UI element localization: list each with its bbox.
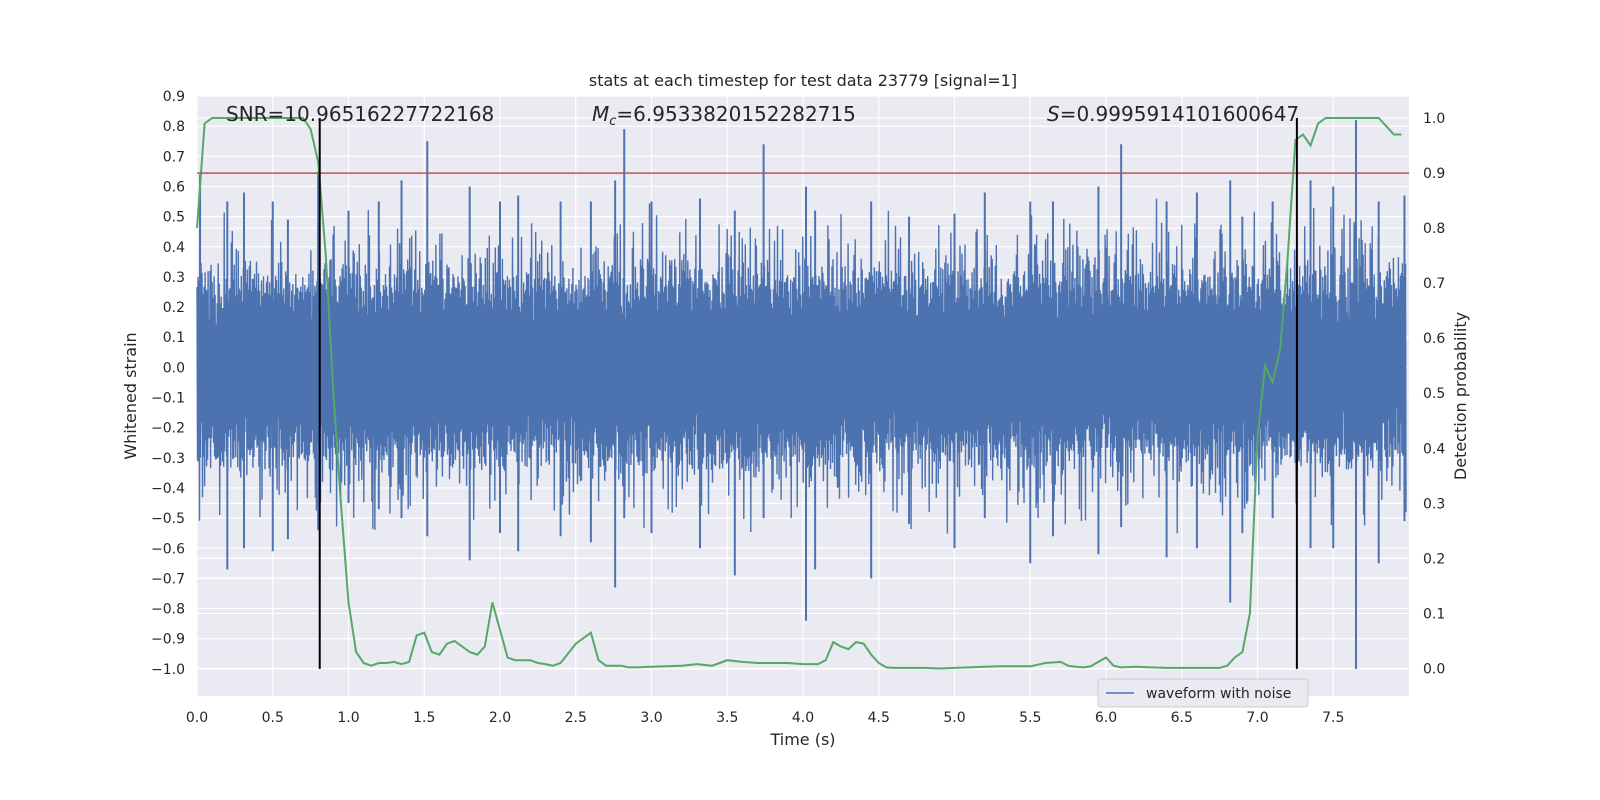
y-tick-label: 0.1 <box>163 330 185 346</box>
overlays <box>197 118 1409 669</box>
y-tick-label: 0.6 <box>163 179 185 195</box>
y-tick-label: −0.3 <box>151 451 185 467</box>
y-tick-label: −0.8 <box>151 602 185 618</box>
x-tick-label: 4.5 <box>868 710 890 726</box>
y2-axis-label: Detection probability <box>1451 312 1470 480</box>
probability-series <box>196 117 1402 670</box>
x-axis-label: Time (s) <box>769 730 835 749</box>
legend-box <box>1097 678 1309 708</box>
y-tick-label: 0.5 <box>163 210 185 226</box>
y2-tick-label: 0.1 <box>1423 606 1445 622</box>
y-tick-label: −1.0 <box>151 662 185 678</box>
waveform-series <box>196 120 1407 669</box>
y2-tick-label: 1.0 <box>1423 111 1445 127</box>
y2-tick-label: 0.4 <box>1423 441 1445 457</box>
y2-tick-label: 0.8 <box>1423 221 1445 237</box>
chirp-mass-value: =6.9533820152282715 <box>616 102 855 126</box>
x-tick-label: 1.0 <box>337 710 359 726</box>
x-tick-label: 5.0 <box>943 710 965 726</box>
chirp-mass-annotation: Mc=6.9533820152282715 <box>592 102 856 129</box>
y2-tick-label: 0.3 <box>1423 496 1445 512</box>
y-axis-ticks: 0.9 0.8 0.7 0.6 0.5 0.4 0.3 0.2 0.1 0.0 −0.1 −0.2 −0… <box>151 89 185 678</box>
y-axis-label: Whitened strain <box>121 332 140 459</box>
x-tick-label: 7.5 <box>1322 710 1344 726</box>
y-tick-label: −0.2 <box>151 421 185 437</box>
x-tick-label: 1.5 <box>413 710 435 726</box>
y2-tick-label: 0.7 <box>1423 276 1445 292</box>
y-tick-label: 0.8 <box>163 119 185 135</box>
legend: waveform with noise <box>1097 678 1309 708</box>
s-value: =0.9995914101600647 <box>1060 102 1299 126</box>
chirp-mass-symbol: M <box>592 102 609 126</box>
y2-tick-label: 0.0 <box>1423 661 1445 677</box>
waveform-line <box>196 198 1407 534</box>
y2-tick-label: 0.5 <box>1423 386 1445 402</box>
y-tick-label: −0.7 <box>151 571 185 587</box>
y2-axis-ticks: 1.0 0.9 0.8 0.7 0.6 0.5 0.4 0.3 0.2 0.1 0.0 <box>1423 111 1445 677</box>
y-tick-label: 0.2 <box>163 300 185 316</box>
y-tick-label: −0.5 <box>151 511 185 527</box>
x-tick-label: 6.0 <box>1095 710 1117 726</box>
legend-label: waveform with noise <box>1146 686 1291 702</box>
x-tick-label: 0.0 <box>186 710 208 726</box>
y-tick-label: −0.9 <box>151 632 185 648</box>
y2-tick-label: 0.6 <box>1423 331 1445 347</box>
y-tick-label: −0.6 <box>151 541 185 557</box>
y-tick-label: −0.1 <box>151 391 185 407</box>
x-tick-label: 6.5 <box>1171 710 1193 726</box>
y2-tick-label: 0.2 <box>1423 551 1445 567</box>
s-symbol: S <box>1047 102 1060 126</box>
x-tick-label: 3.5 <box>716 710 738 726</box>
x-tick-label: 4.0 <box>792 710 814 726</box>
chart-title: stats at each timestep for test data 237… <box>589 71 1017 90</box>
y2-tick-label: 0.9 <box>1423 166 1445 182</box>
x-tick-label: 2.5 <box>565 710 587 726</box>
snr-annotation: SNR=10.96516227722168 <box>226 102 494 126</box>
y-tick-label: 0.9 <box>163 89 185 105</box>
probability-line <box>196 117 1402 670</box>
x-tick-label: 3.0 <box>640 710 662 726</box>
x-tick-label: 5.5 <box>1019 710 1041 726</box>
s-annotation: S=0.9995914101600647 <box>1047 102 1299 126</box>
y-tick-label: 0.3 <box>163 270 185 286</box>
y-tick-label: −0.4 <box>151 481 185 497</box>
x-tick-label: 0.5 <box>262 710 284 726</box>
y-tick-label: 0.0 <box>163 360 185 376</box>
chirp-mass-subscript: c <box>609 114 616 129</box>
x-tick-label: 2.0 <box>489 710 511 726</box>
y-tick-label: 0.7 <box>163 149 185 165</box>
x-axis-ticks: 0.0 0.5 1.0 1.5 2.0 2.5 3.0 3.5 4.0 4.5 5.0 5.5 6.0 6… <box>186 710 1345 726</box>
x-tick-label: 7.0 <box>1246 710 1268 726</box>
y-tick-label: 0.4 <box>163 240 185 256</box>
